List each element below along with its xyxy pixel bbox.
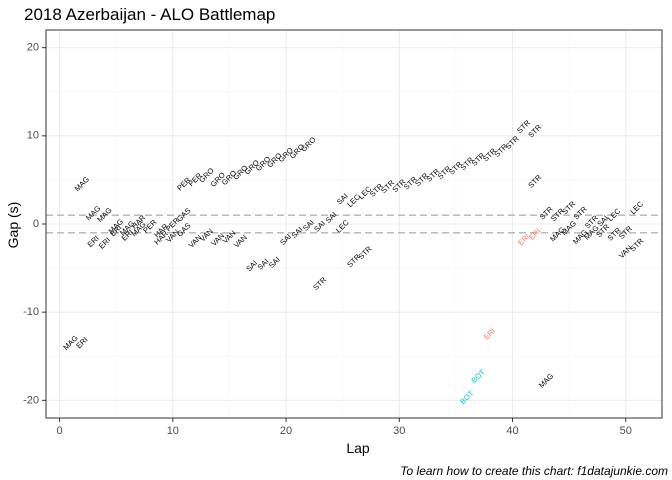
plot-panel: MAGERIMAGMAGERIMAGERIMAGERIMAGERIHARMAGP… <box>45 29 663 419</box>
x-tick-label: 30 <box>393 425 405 437</box>
x-tick-label: 20 <box>280 425 292 437</box>
x-tick-label: 0 <box>57 425 63 437</box>
y-tick-label: -20 <box>23 394 39 406</box>
y-tick-label: 20 <box>27 42 39 54</box>
chart-title: 2018 Azerbaijan - ALO Battlemap <box>24 5 275 24</box>
y-tick-label: -10 <box>23 306 39 318</box>
x-tick-label: 40 <box>506 425 518 437</box>
x-axis-title: Lap <box>346 440 370 456</box>
y-tick-label: 10 <box>27 130 39 142</box>
x-tick-label: 50 <box>620 425 632 437</box>
y-axis-title: Gap (s) <box>5 202 21 249</box>
chart-caption: To learn how to create this chart: f1dat… <box>400 464 668 478</box>
x-tick-label: 10 <box>167 425 179 437</box>
y-tick-label: 0 <box>33 218 39 230</box>
